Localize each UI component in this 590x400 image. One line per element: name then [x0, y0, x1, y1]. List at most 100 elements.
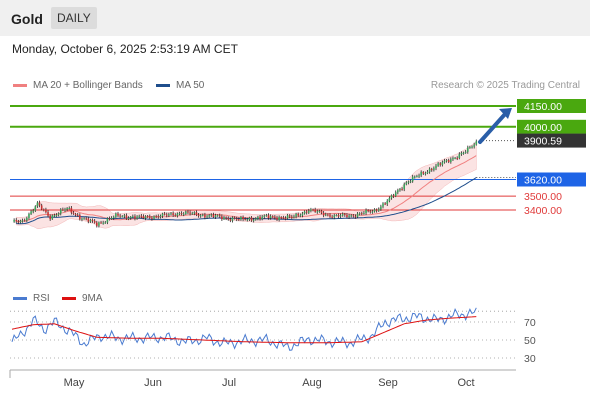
candle-body [140, 215, 143, 217]
candle-body [405, 182, 408, 185]
candle-body [187, 211, 189, 213]
candle-body [129, 216, 132, 218]
candle-body [373, 209, 376, 212]
candle-body [180, 213, 183, 215]
legend-rsi-label: RSI [33, 293, 50, 304]
candle-body [384, 203, 386, 205]
candle-body [348, 215, 350, 218]
candle-body [170, 213, 172, 215]
candle-body [197, 214, 200, 216]
candle-body [212, 214, 215, 218]
candle-body [320, 210, 323, 213]
candle-body [397, 190, 399, 193]
candle-body [138, 215, 140, 217]
rsi-tick-30: 30 [524, 353, 536, 365]
candle-body [214, 215, 217, 218]
candle-body [248, 217, 251, 220]
candle-body [30, 211, 32, 214]
candle-body [231, 217, 234, 221]
candle-body [456, 157, 458, 159]
candle-body [89, 219, 92, 222]
legend-ma50: MA 50 [156, 80, 204, 91]
candle-body [365, 210, 367, 214]
candle-body [38, 202, 41, 206]
candle-body [310, 209, 312, 211]
candle-body [19, 220, 22, 223]
candle-body [32, 210, 34, 212]
x-tick-Jul: Jul [222, 377, 236, 389]
candle-body [475, 141, 478, 145]
candle-body [452, 158, 454, 160]
candle-body [380, 206, 382, 210]
candle-body [263, 215, 266, 217]
candle-body [172, 213, 174, 216]
candle-body [424, 173, 427, 175]
candle-body [149, 216, 151, 218]
candle-body [136, 216, 138, 219]
candle-body [98, 222, 100, 226]
candle-body [403, 184, 405, 190]
candle-body [59, 209, 62, 214]
candle-body [161, 213, 164, 217]
candle-body [257, 216, 259, 219]
candle-body [51, 215, 54, 220]
candle-body [269, 216, 272, 219]
forecast-arrow-shaft [478, 111, 508, 144]
candle-body [324, 214, 327, 216]
candle-body [401, 188, 403, 190]
candle-body [151, 217, 153, 219]
timeframe-button[interactable]: DAILY [51, 7, 97, 29]
candle-body [110, 218, 113, 220]
candle-body [64, 209, 66, 211]
candle-body [462, 152, 465, 154]
candle-body [235, 218, 238, 220]
candle-body [127, 217, 130, 219]
level-label-3400.00: 3400.00 [524, 205, 562, 217]
candle-body [450, 159, 452, 162]
candle-body [91, 219, 94, 221]
candle-body [146, 216, 149, 218]
candle-body [255, 218, 257, 220]
candle-body [388, 198, 391, 201]
forecast-arrow-head [499, 108, 512, 119]
candle-body [132, 216, 134, 218]
candle-body [174, 215, 177, 217]
ma9-swatch [62, 296, 76, 300]
candle-body [53, 215, 56, 217]
ma50-line [16, 177, 477, 225]
candle-body [435, 165, 437, 169]
candle-body [144, 216, 147, 219]
candle-body [195, 212, 198, 215]
candle-body [204, 214, 206, 218]
candle-body [202, 214, 204, 216]
candle-body [394, 192, 397, 197]
candle-body [305, 211, 308, 213]
candle-body [411, 176, 414, 182]
candle-body [76, 214, 79, 216]
candle-body [297, 213, 299, 216]
candle-body [352, 215, 355, 217]
candle-body [102, 222, 104, 224]
candle-body [104, 222, 107, 224]
candle-body [335, 214, 338, 216]
level-tag-4150.00 [517, 99, 586, 113]
level-label-3900.59: 3900.59 [524, 136, 562, 148]
candle-body [229, 219, 232, 221]
candle-body [308, 210, 310, 213]
candle-body [168, 214, 170, 216]
x-tick-Aug: Aug [302, 377, 322, 389]
candle-body [473, 144, 475, 147]
candle-body [439, 163, 442, 165]
candle-body [284, 218, 287, 220]
candle-body [28, 213, 30, 218]
candle-body [221, 216, 223, 220]
x-tick-Oct: Oct [457, 377, 474, 389]
candle-body [386, 200, 389, 205]
candle-body [199, 215, 202, 217]
candle-body [356, 213, 359, 217]
candle-body [26, 217, 28, 221]
candle-body [55, 214, 58, 216]
candle-body [280, 217, 283, 219]
level-label-4150.00: 4150.00 [524, 101, 562, 113]
